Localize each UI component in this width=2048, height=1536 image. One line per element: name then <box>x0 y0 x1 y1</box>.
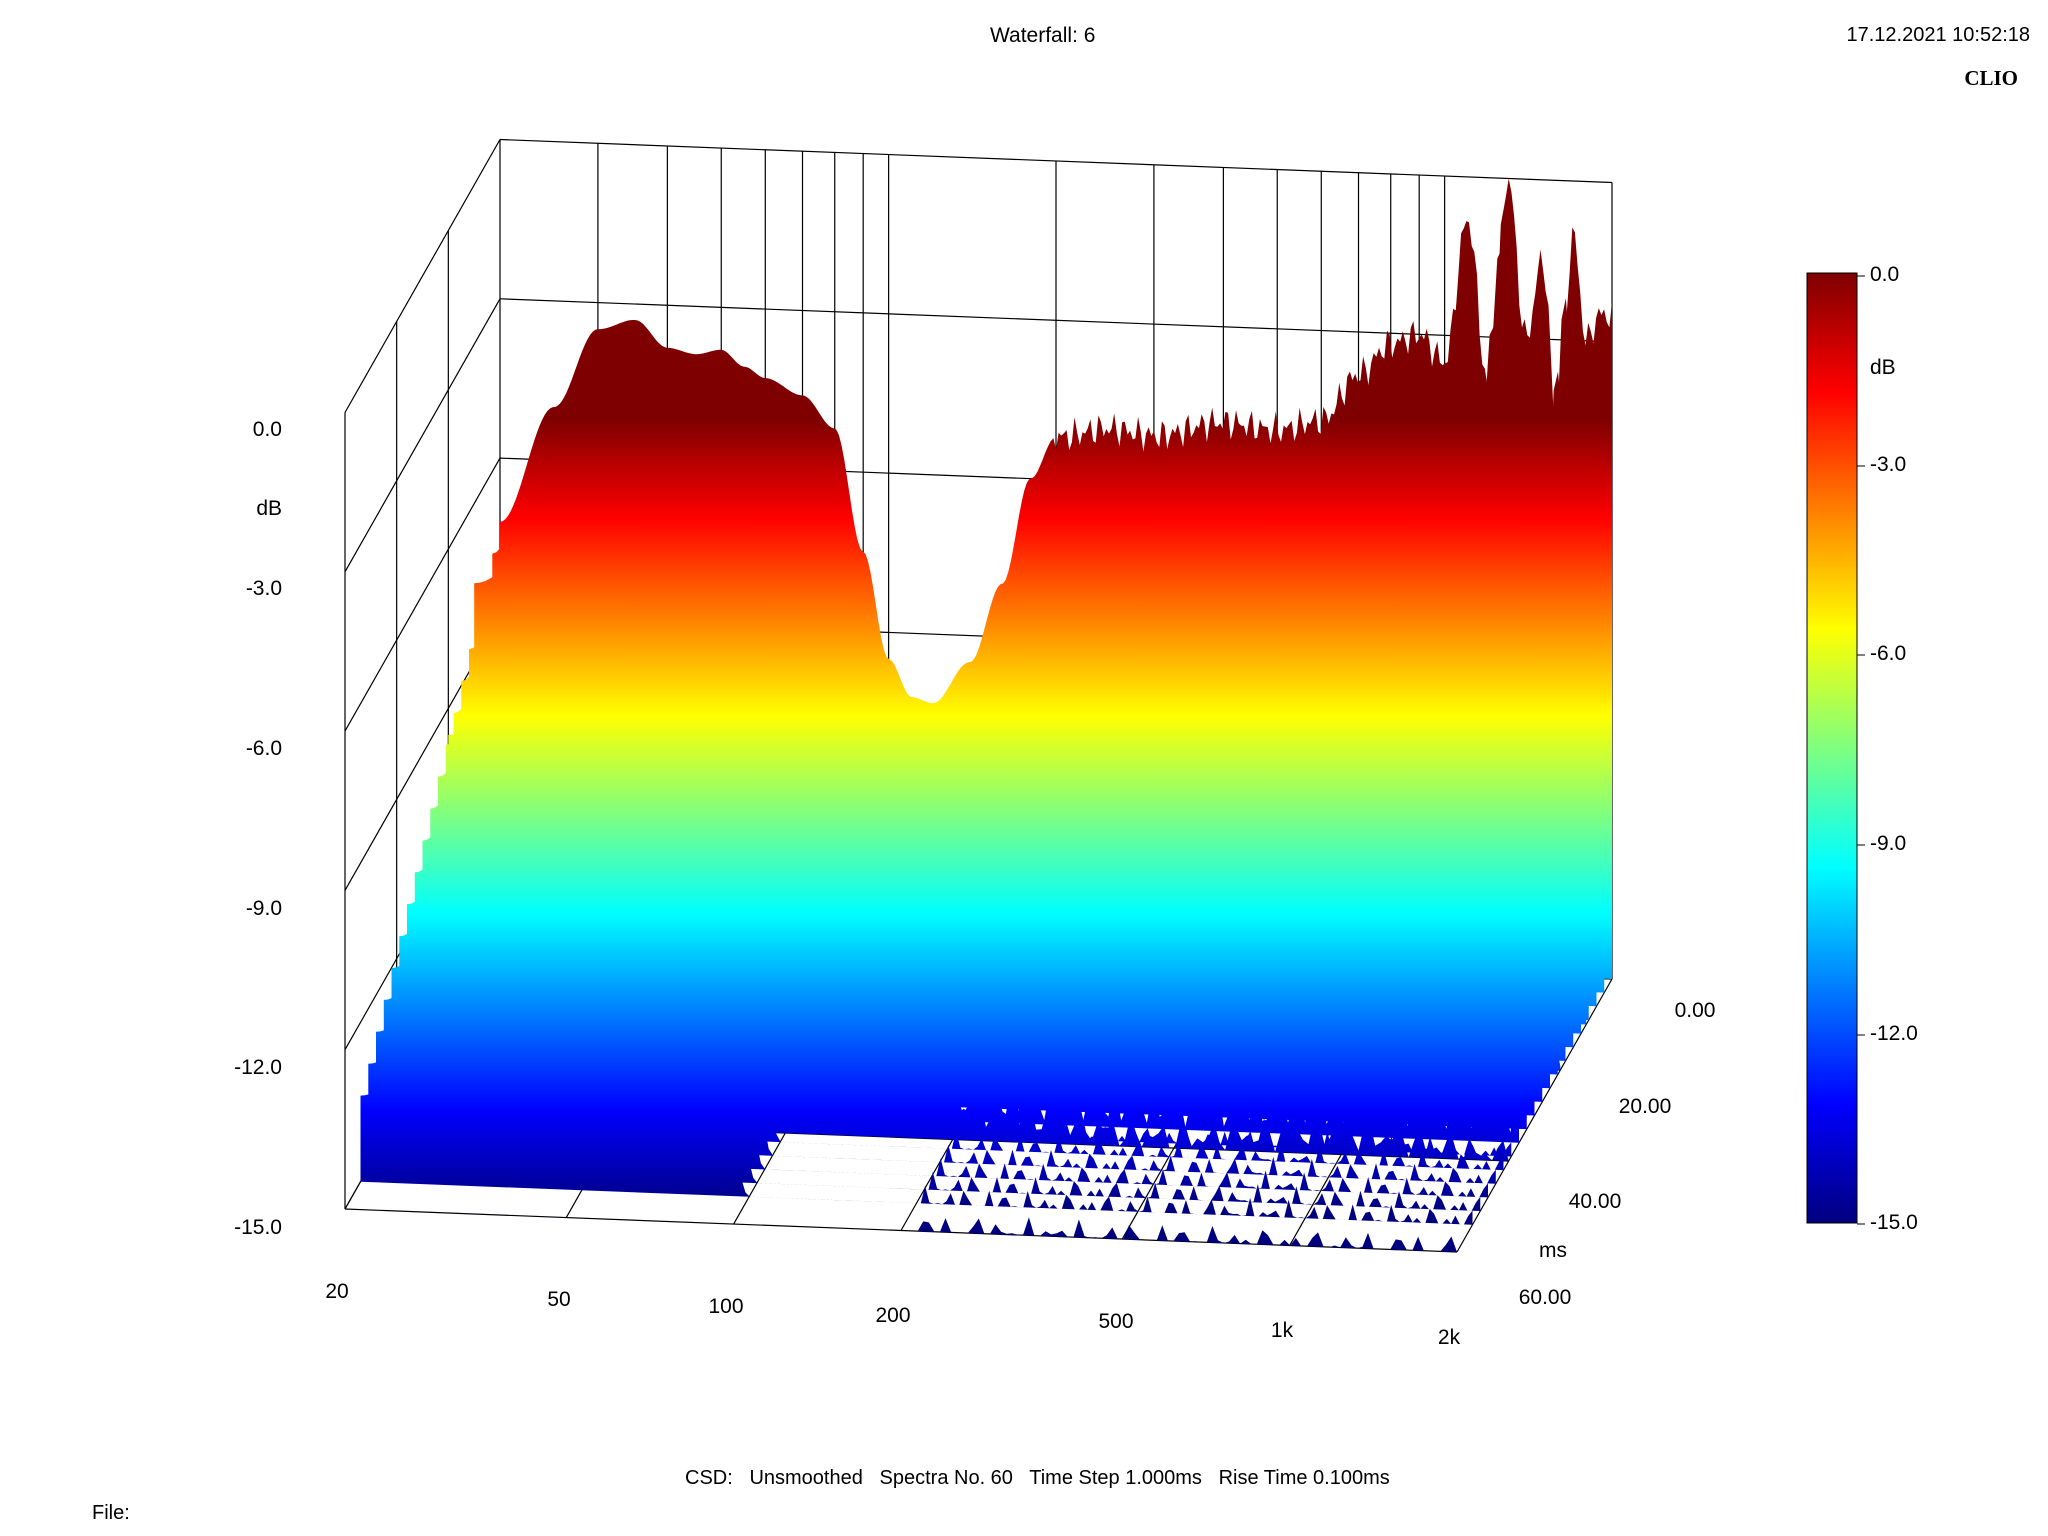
y-tick-label: 0.0 <box>252 418 282 441</box>
spectrum-slice-20ms <box>448 685 1561 1070</box>
colorbar <box>1806 272 1865 1225</box>
waterfall-surfaces <box>345 178 1612 1252</box>
file-label: File: <box>92 1502 130 1524</box>
colorbar-tick-label: -15.0 <box>1870 1211 1918 1234</box>
colorbar-rect <box>1806 272 1858 1224</box>
x-tick-label: 1k <box>1270 1319 1294 1342</box>
left-wall-grid-line <box>344 298 501 573</box>
x-tick-label: 20 <box>325 1280 349 1303</box>
brand-logo-text: CLIO <box>1964 66 2018 90</box>
spectrum-slice-60ms <box>345 1209 1457 1252</box>
y-axis-label: dB <box>256 497 282 520</box>
x-tick-label: 100 <box>708 1295 744 1318</box>
y-tick-label: -12.0 <box>234 1056 282 1079</box>
left-wall-grid-line <box>344 139 501 413</box>
x-tick-label: 2k <box>1437 1326 1461 1349</box>
x-tick-label: 500 <box>1098 1310 1134 1333</box>
x-tick-label: 200 <box>875 1304 911 1327</box>
colorbar-tick-label: -6.0 <box>1870 642 1907 665</box>
y-tick-label: -15.0 <box>234 1216 282 1239</box>
z-tick-label: 40.00 <box>1568 1190 1622 1213</box>
z-tick-label: 20.00 <box>1618 1095 1672 1118</box>
footer-settings: CSD: Unsmoothed Spectra No. 60 Time Step… <box>685 1467 1390 1489</box>
left-wall-grid-line <box>344 457 501 732</box>
z-axis-label: ms <box>1539 1239 1567 1262</box>
spectrum-slice-40ms <box>396 962 1509 1161</box>
colorbar-tick-label: -3.0 <box>1870 453 1907 476</box>
colorbar-label: dB <box>1870 356 1896 379</box>
y-tick-label: -9.0 <box>245 897 282 920</box>
z-tick-label: 0.00 <box>1674 999 1716 1022</box>
z-tick-label: 60.00 <box>1518 1286 1572 1309</box>
colorbar-tick-label: -12.0 <box>1870 1022 1918 1045</box>
y-tick-label: -3.0 <box>245 577 282 600</box>
x-tick-label: 50 <box>547 1288 571 1311</box>
colorbar-tick-label: -9.0 <box>1870 832 1907 855</box>
colorbar-tick-label: 0.0 <box>1870 263 1900 286</box>
chart-title: Waterfall: 6 <box>990 24 1096 47</box>
y-tick-label: -6.0 <box>245 737 282 760</box>
timestamp: 17.12.2021 10:52:18 <box>1846 24 2030 46</box>
